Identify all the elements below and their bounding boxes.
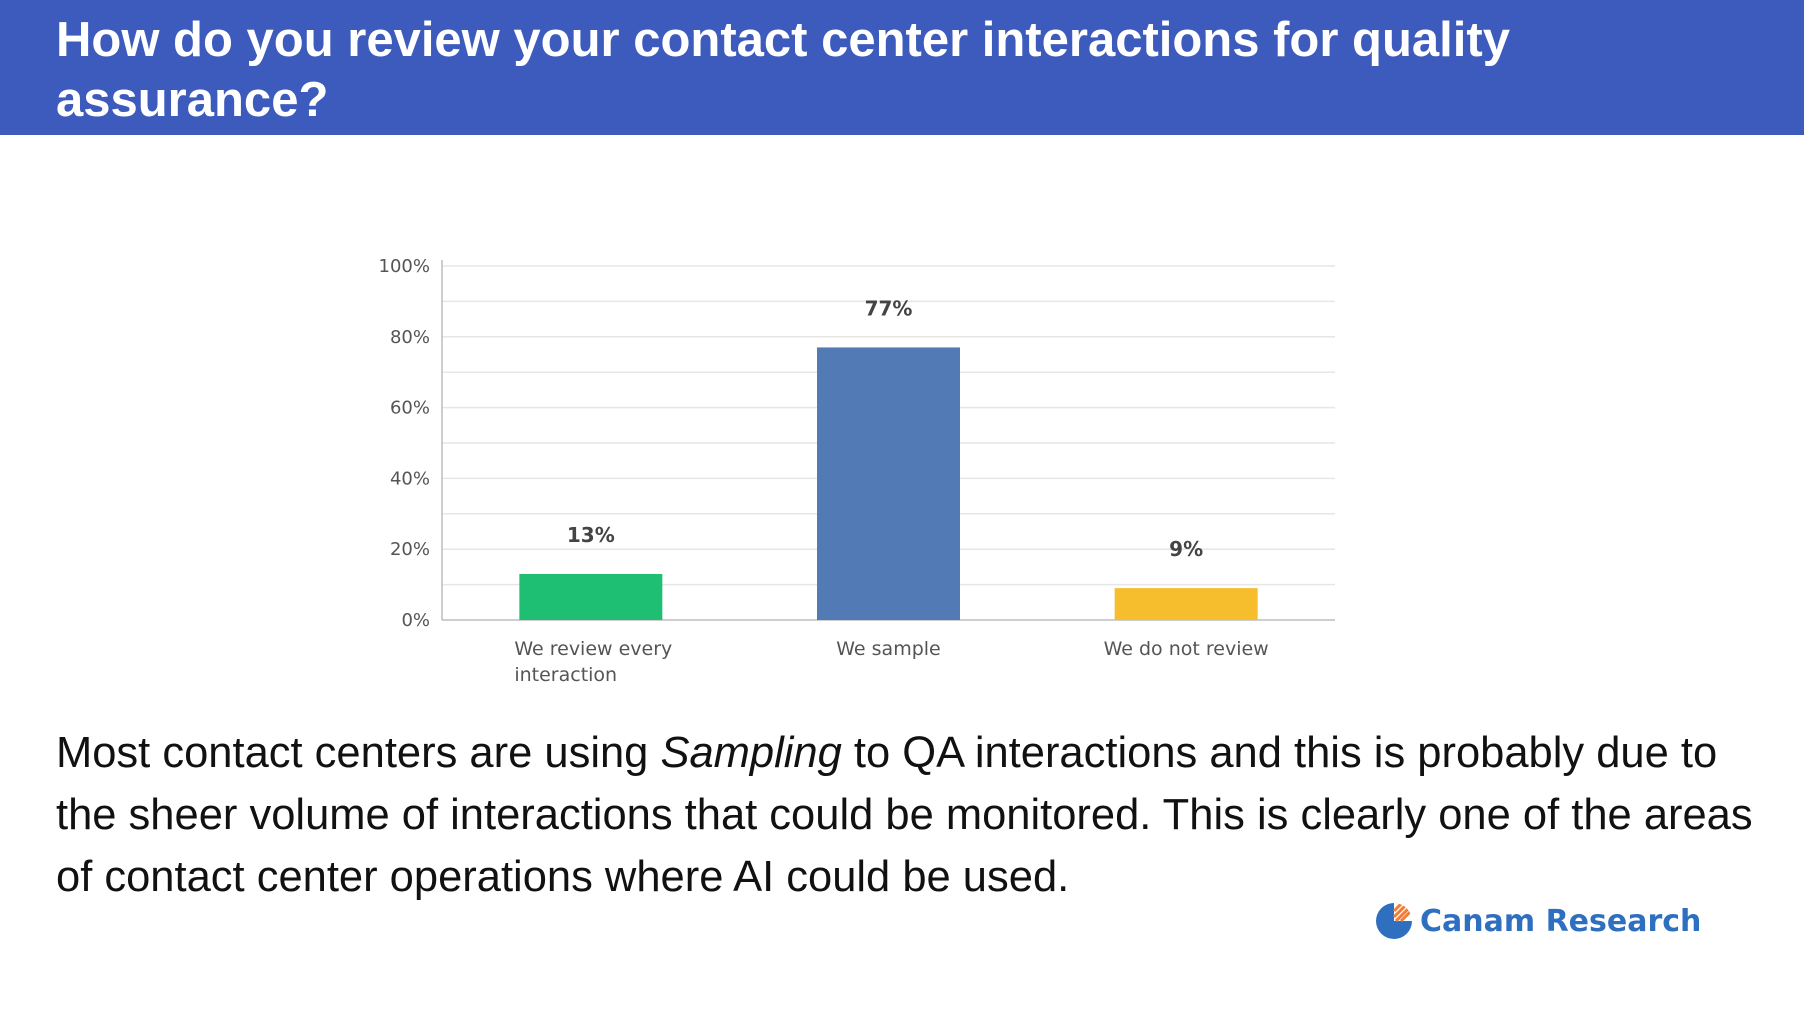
x-category-label: We review every interaction	[514, 638, 672, 686]
body-paragraph: Most contact centers are using Sampling …	[56, 722, 1756, 908]
bar	[519, 573, 663, 620]
bar	[1114, 588, 1258, 620]
canam-logo-icon	[1376, 903, 1412, 939]
canam-research-logo: Canam Research	[1370, 898, 1701, 944]
body-text-emphasis: Sampling	[660, 729, 842, 777]
bar	[817, 347, 960, 620]
x-category-label: We do not review	[1104, 638, 1269, 660]
data-label: 13%	[567, 523, 615, 547]
y-tick-label: 20%	[390, 539, 430, 560]
body-text-start: Most contact centers are using	[56, 729, 661, 777]
data-label: 9%	[1169, 537, 1203, 561]
x-category-label: We sample	[836, 638, 940, 660]
data-label: 77%	[865, 296, 913, 320]
y-tick-label: 80%	[390, 327, 430, 348]
y-tick-label: 100%	[379, 256, 430, 277]
y-tick-label: 0%	[401, 610, 430, 631]
body-text-end: to QA interactions and this is probably …	[56, 729, 1753, 901]
logo-text: Canam Research	[1420, 903, 1702, 939]
page-title: How do you review your contact center in…	[56, 13, 1510, 127]
bar-chart: 0% 20% 40% 60% 80% 100% 13% We review every inte…	[379, 256, 1335, 686]
title-bar: How do you review your contact center in…	[0, 0, 1804, 135]
y-tick-label: 40%	[390, 468, 430, 489]
y-tick-label: 60%	[390, 398, 430, 419]
